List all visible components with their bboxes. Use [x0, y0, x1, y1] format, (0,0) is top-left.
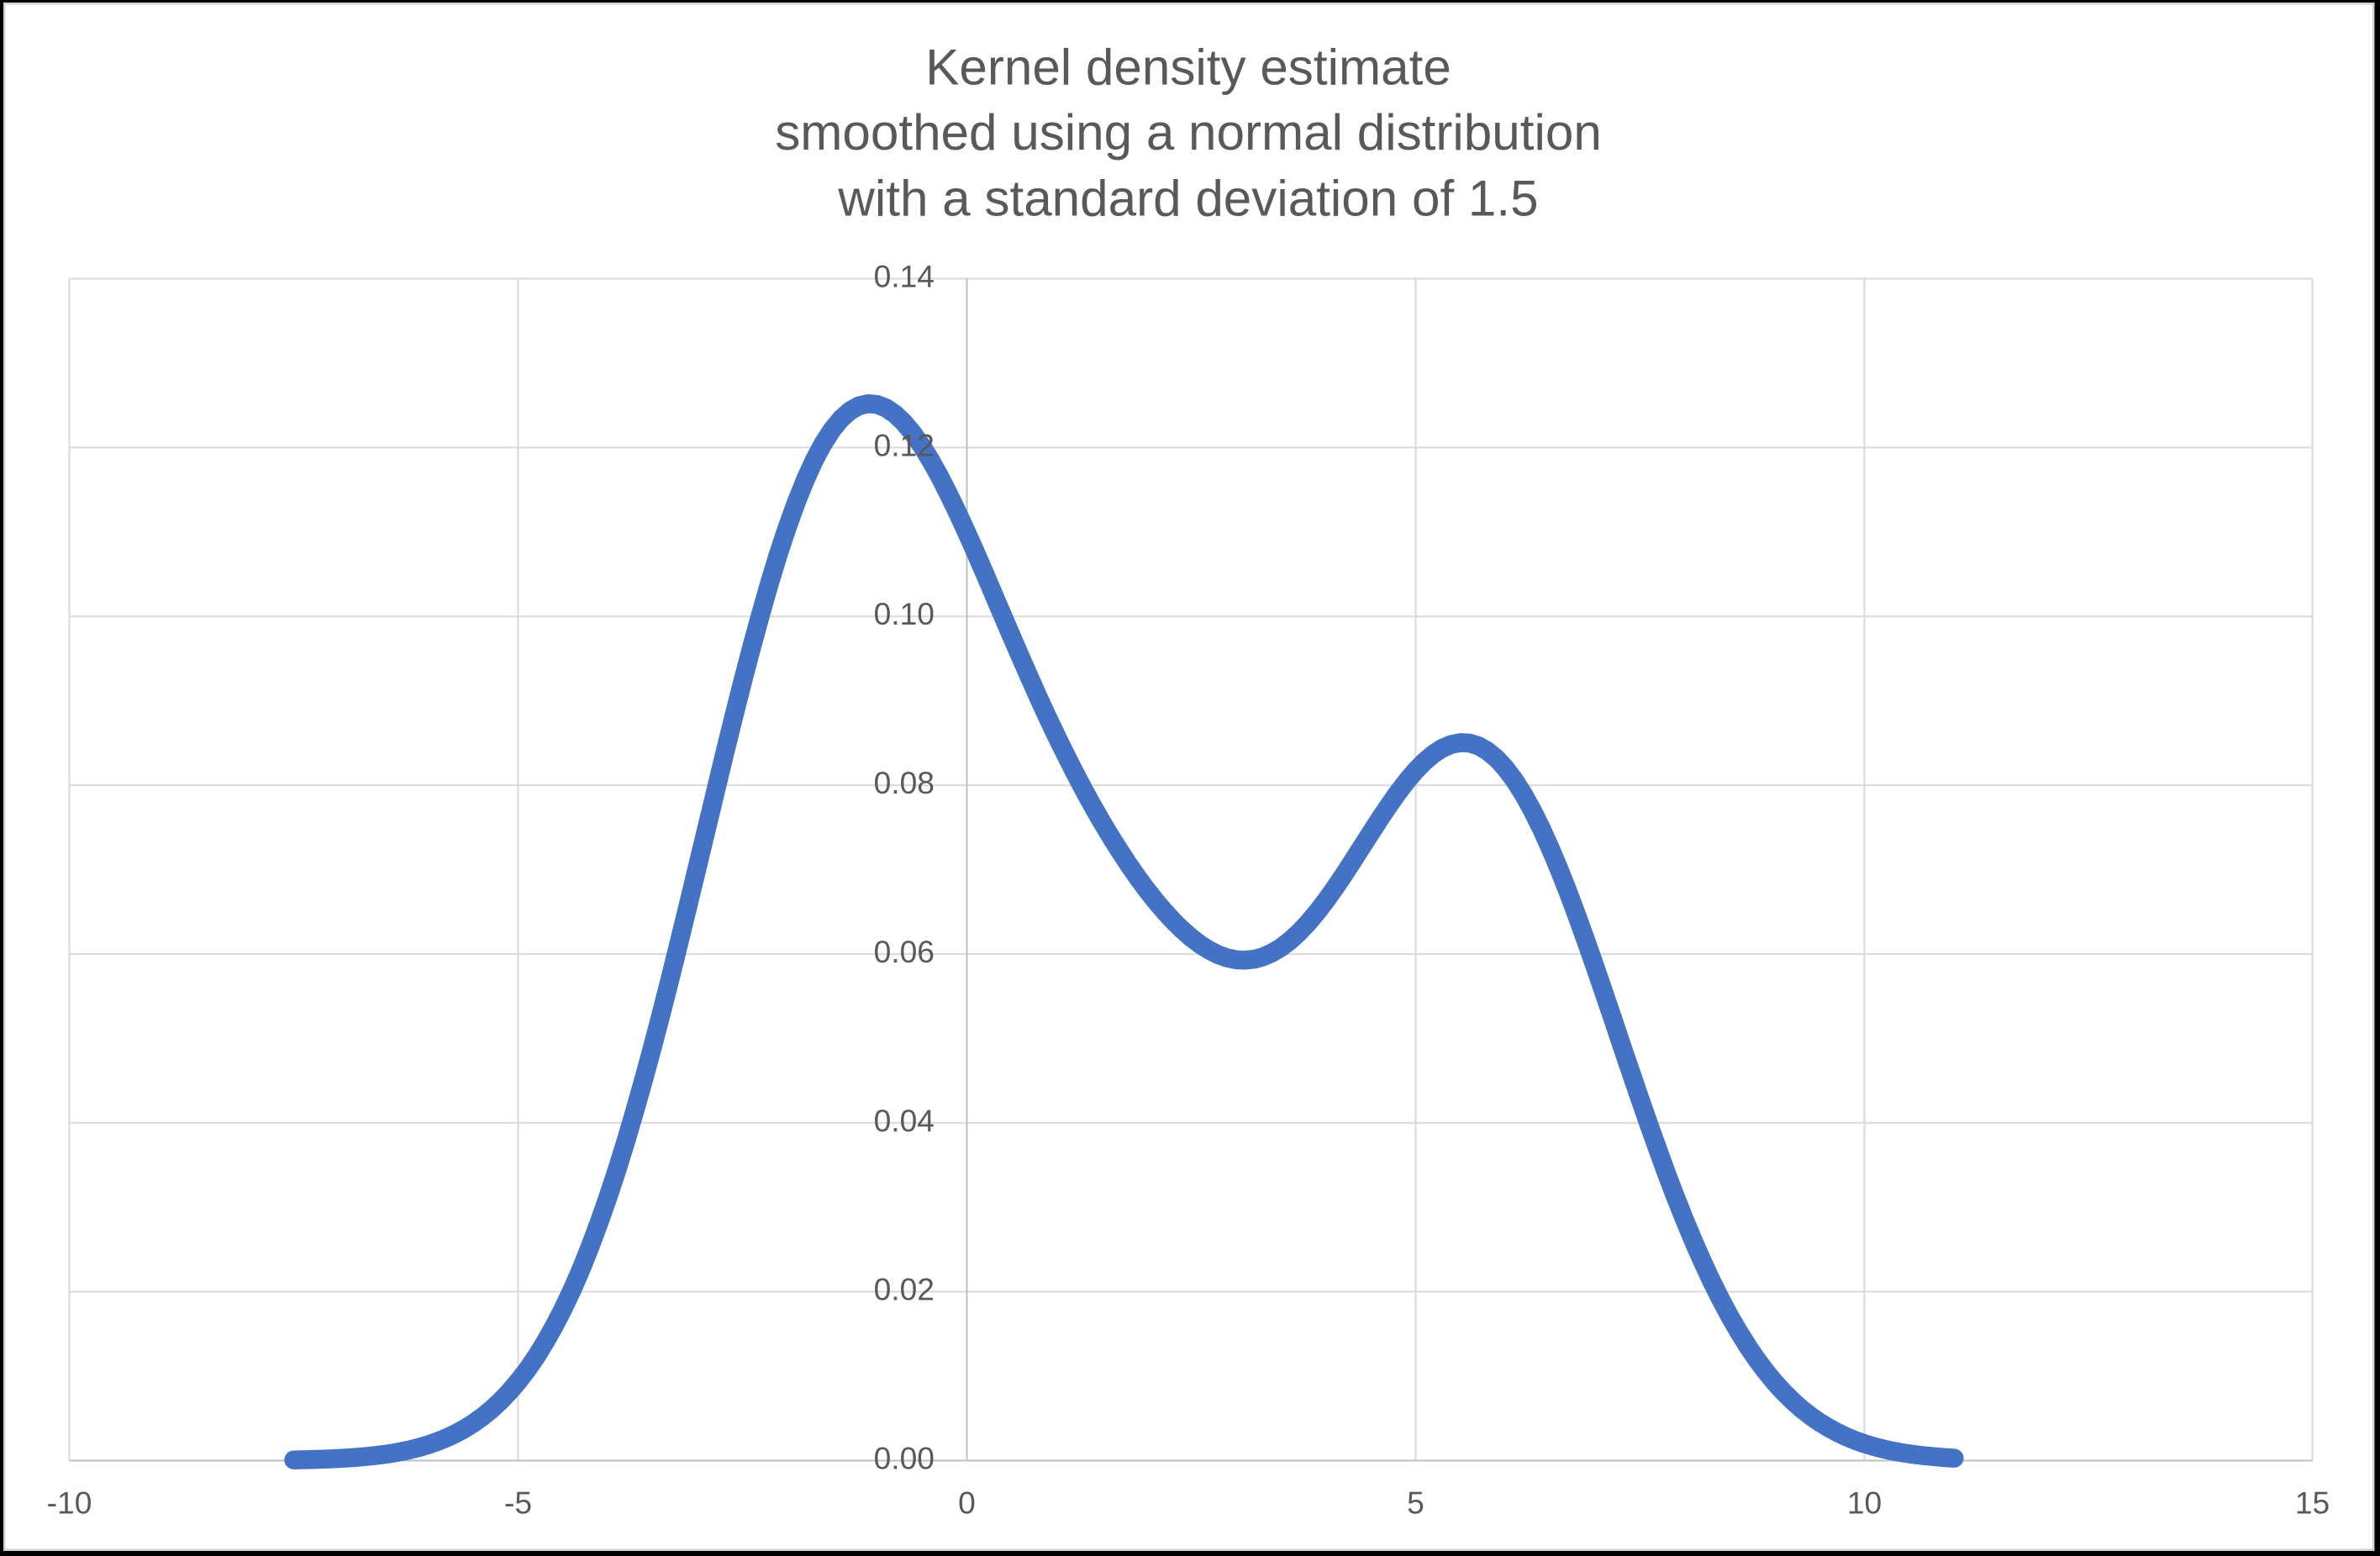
- svg-text:with a standard deviation of 1: with a standard deviation of 1.5: [837, 171, 1538, 227]
- svg-text:-5: -5: [504, 1485, 532, 1521]
- svg-text:0.06: 0.06: [874, 934, 935, 969]
- svg-text:0.04: 0.04: [874, 1103, 935, 1138]
- svg-text:0.00: 0.00: [874, 1441, 935, 1476]
- svg-text:0.12: 0.12: [874, 427, 935, 462]
- svg-text:0.14: 0.14: [874, 259, 935, 294]
- svg-text:0.02: 0.02: [874, 1272, 935, 1307]
- svg-text:Kernel density estimate: Kernel density estimate: [925, 40, 1451, 96]
- svg-text:smoothed using a normal distri: smoothed using a normal distribution: [775, 104, 1602, 161]
- svg-text:0.10: 0.10: [874, 596, 935, 631]
- svg-text:0.08: 0.08: [874, 765, 935, 800]
- svg-text:10: 10: [1847, 1485, 1882, 1521]
- svg-text:-10: -10: [47, 1485, 92, 1521]
- svg-text:5: 5: [1407, 1485, 1424, 1521]
- svg-text:15: 15: [2295, 1485, 2330, 1521]
- svg-text:0: 0: [958, 1485, 976, 1521]
